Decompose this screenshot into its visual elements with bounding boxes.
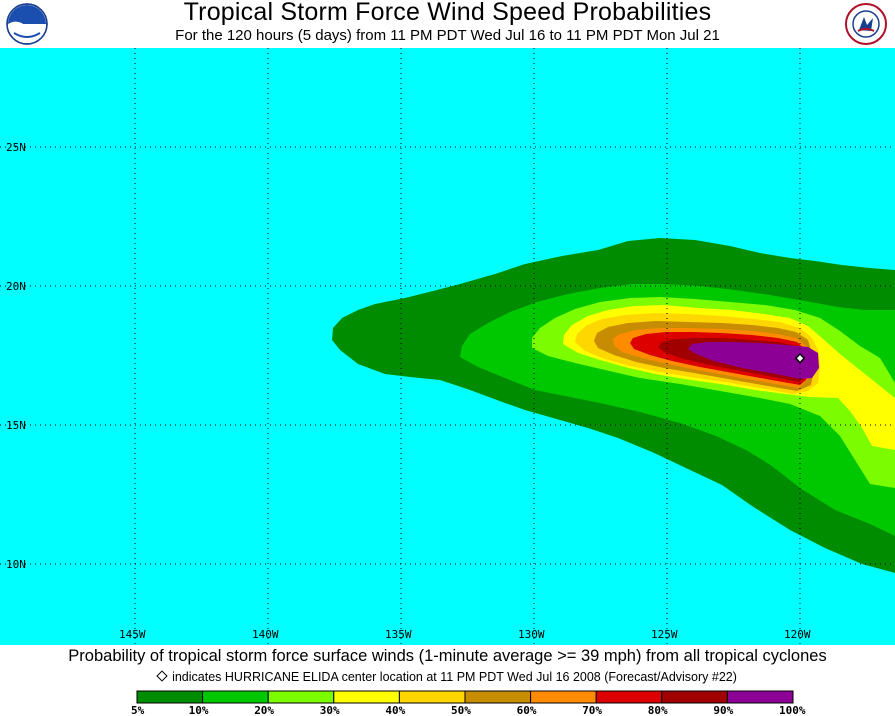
map-header: Tropical Storm Force Wind Speed Probabil… [0, 0, 895, 48]
longitude-label: 120W [784, 628, 811, 641]
latitude-label: 25N [6, 141, 26, 154]
probability-map: 25N 20N 15N 10N 145W 140W 135W 130W 125W 120W [0, 48, 895, 645]
latitude-label: 20N [6, 280, 26, 293]
diamond-marker-icon [156, 670, 168, 682]
latitude-label: 10N [6, 558, 26, 571]
storm-center-marker [794, 352, 806, 364]
lat-lon-grid [0, 48, 895, 645]
nws-logo-icon [845, 3, 887, 45]
legend-label: 50% [451, 704, 471, 716]
latitude-label: 15N [6, 419, 26, 432]
legend-swatch-40 [398, 690, 466, 704]
noaa-logo-icon [6, 3, 48, 45]
legend-swatch-5 [136, 690, 204, 704]
storm-note-text: indicates HURRICANE ELIDA center locatio… [172, 670, 737, 684]
longitude-label: 135W [385, 628, 412, 641]
legend-swatch-10 [202, 690, 269, 704]
legend-label: 80% [648, 704, 668, 716]
legend-label: 10% [189, 704, 209, 716]
map-footer: Probability of tropical storm force surf… [0, 645, 895, 716]
legend-swatch-60 [530, 690, 597, 704]
longitude-label: 145W [119, 628, 146, 641]
legend-label: 70% [582, 704, 602, 716]
legend-swatch-80 [661, 690, 728, 704]
map-caption: Probability of tropical storm force surf… [68, 647, 827, 665]
legend-label: 5% [131, 704, 145, 716]
longitude-label: 130W [518, 628, 545, 641]
latitude-labels: 25N 20N 15N 10N [6, 141, 26, 571]
legend-label: 40% [385, 704, 405, 716]
longitude-labels: 145W 140W 135W 130W 125W 120W [119, 628, 811, 641]
legend-label: 60% [517, 704, 537, 716]
legend-swatch-30 [333, 690, 400, 704]
probability-band-90 [688, 342, 819, 379]
probability-bands [332, 238, 895, 573]
legend-swatch-20 [267, 690, 335, 704]
legend-swatch-50 [464, 690, 532, 704]
page-title: Tropical Storm Force Wind Speed Probabil… [183, 0, 712, 26]
legend-swatch-70 [595, 690, 663, 704]
longitude-label: 125W [651, 628, 678, 641]
probability-legend: 5% 10% 20% 30% 40% 50% 60% 70% 80% 90% 100% [131, 690, 806, 716]
legend-label: 90% [713, 704, 733, 716]
legend-label: 100% [779, 704, 806, 716]
page-subtitle: For the 120 hours (5 days) from 11 PM PD… [175, 27, 720, 44]
storm-note: indicates HURRICANE ELIDA center locatio… [0, 670, 895, 684]
longitude-label: 140W [252, 628, 279, 641]
legend-swatch-90 [726, 690, 794, 704]
legend-label: 20% [254, 704, 274, 716]
legend-label: 30% [320, 704, 340, 716]
